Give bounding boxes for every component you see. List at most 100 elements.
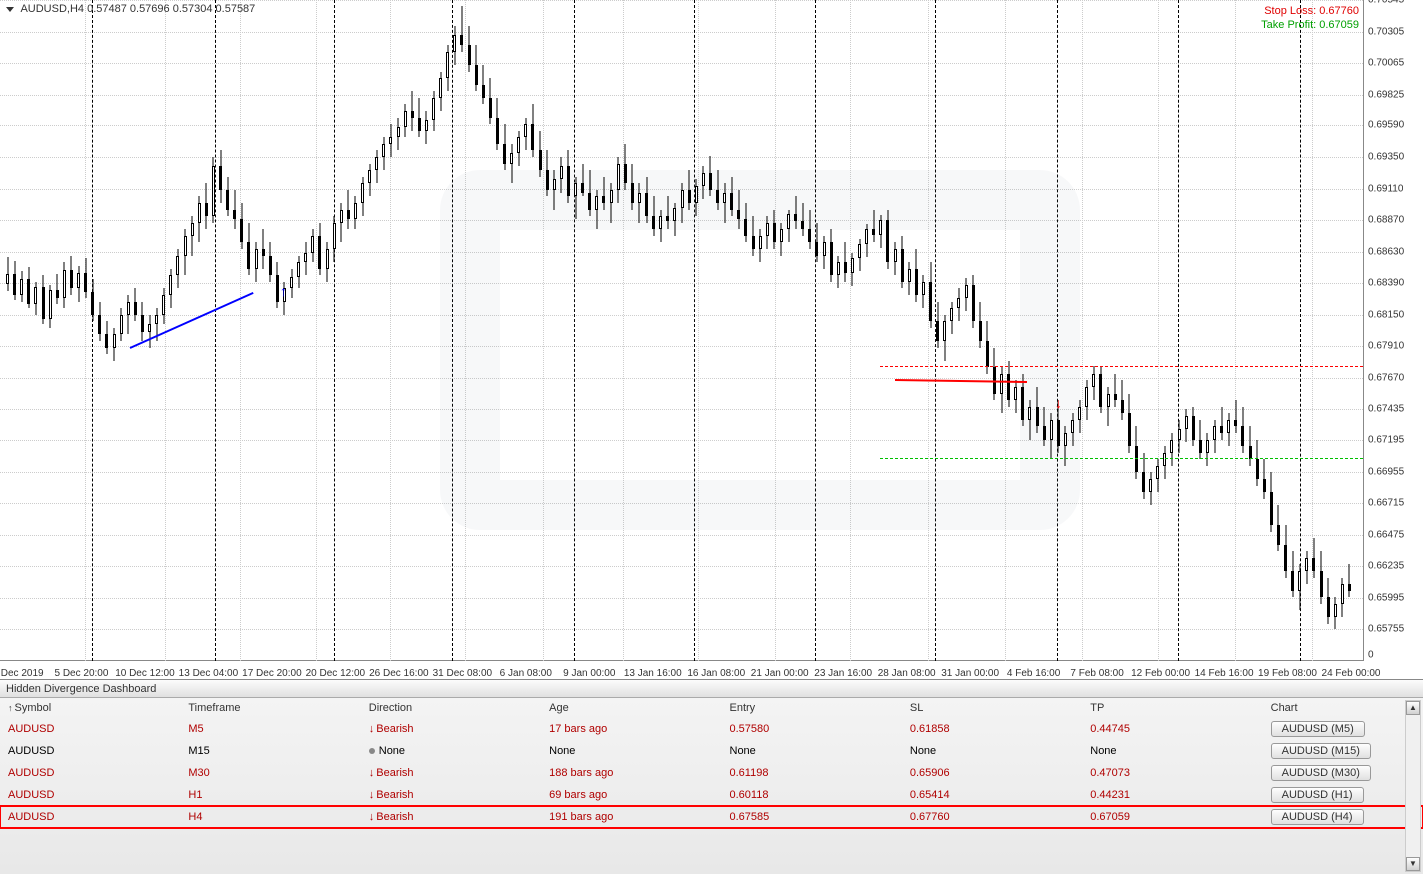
x-axis-label: 9 Jan 00:00: [563, 668, 615, 679]
column-header[interactable]: Entry: [730, 702, 756, 714]
cell: 69 bars ago: [541, 784, 721, 806]
y-axis-label: 0.65995: [1368, 592, 1404, 603]
period-separator: [1300, 0, 1301, 661]
bullet-icon: [369, 748, 375, 754]
cell: 0.47073: [1082, 762, 1262, 784]
cell: AUDUSD: [0, 740, 180, 762]
dashboard-title: Hidden Divergence Dashboard: [0, 680, 1423, 698]
x-axis-label: 12 Feb 00:00: [1131, 668, 1190, 679]
direction-text: Bearish: [376, 767, 413, 779]
period-separator: [1178, 0, 1179, 661]
cell: M5: [180, 718, 360, 740]
table-row[interactable]: AUDUSDM5↓Bearish17 bars ago0.575800.6185…: [0, 718, 1423, 740]
y-axis-label: 0.68870: [1368, 215, 1404, 226]
open-chart-button[interactable]: AUDUSD (M15): [1271, 743, 1371, 759]
direction-text: Bearish: [376, 811, 413, 823]
y-axis-label: 0.70065: [1368, 58, 1404, 69]
x-axis-label: 31 Dec 08:00: [433, 668, 493, 679]
open-chart-button[interactable]: AUDUSD (H4): [1271, 809, 1364, 825]
table-row[interactable]: AUDUSDH4↓Bearish191 bars ago0.675850.677…: [0, 806, 1423, 828]
cell: 0.61858: [902, 718, 1082, 740]
x-axis-label: 20 Dec 12:00: [306, 668, 366, 679]
period-separator: [92, 0, 93, 661]
table-row[interactable]: AUDUSDH1↓Bearish69 bars ago0.601180.6541…: [0, 784, 1423, 806]
cell: 0.67585: [722, 806, 902, 828]
cell: 0.67760: [902, 806, 1082, 828]
column-header[interactable]: Timeframe: [188, 702, 240, 714]
dashboard-scrollbar[interactable]: ▲ ▼: [1405, 700, 1421, 872]
x-axis-label: 13 Jan 16:00: [624, 668, 682, 679]
y-axis-label: 0.69110: [1368, 183, 1403, 194]
table-row[interactable]: AUDUSDM15NoneNoneNoneNoneNoneAUDUSD (M15…: [0, 740, 1423, 762]
y-axis-label: 0: [1368, 650, 1374, 661]
x-axis-label: 13 Dec 04:00: [179, 668, 239, 679]
y-axis-label: 0.66475: [1368, 529, 1404, 540]
column-header[interactable]: SL: [910, 702, 923, 714]
column-header[interactable]: TP: [1090, 702, 1104, 714]
tp-line: [880, 458, 1363, 459]
x-axis-label: 26 Dec 16:00: [369, 668, 429, 679]
sort-arrow-icon[interactable]: ↑: [8, 703, 13, 713]
scroll-down-button[interactable]: ▼: [1406, 857, 1420, 871]
x-axis-label: 7 Feb 08:00: [1070, 668, 1123, 679]
column-header[interactable]: Age: [549, 702, 569, 714]
cell: H1: [180, 784, 360, 806]
y-axis-label: 0.66955: [1368, 466, 1404, 477]
cell: AUDUSD: [0, 762, 180, 784]
x-axis-label: 16 Jan 08:00: [687, 668, 745, 679]
column-header[interactable]: Chart: [1271, 702, 1298, 714]
cell: H4: [180, 806, 360, 828]
y-axis: 0.705450.703050.700650.698250.695900.693…: [1363, 0, 1423, 661]
column-header[interactable]: Direction: [369, 702, 412, 714]
column-header[interactable]: Symbol: [15, 702, 52, 714]
cell: 17 bars ago: [541, 718, 721, 740]
cell: 0.44745: [1082, 718, 1262, 740]
cell: 0.44231: [1082, 784, 1262, 806]
x-axis-label: 19 Feb 08:00: [1258, 668, 1317, 679]
open-chart-button[interactable]: AUDUSD (M5): [1271, 721, 1365, 737]
x-axis-label: 10 Dec 12:00: [115, 668, 175, 679]
sl-line: [880, 366, 1363, 367]
y-axis-label: 0.68390: [1368, 278, 1404, 289]
y-axis-label: 0.68150: [1368, 309, 1404, 320]
cell: 0.60118: [722, 784, 902, 806]
direction-text: Bearish: [376, 723, 413, 735]
y-axis-label: 0.70545: [1368, 0, 1404, 6]
chart-title-text: AUDUSD,H4 0.57487 0.57696 0.57304 0.5758…: [20, 3, 255, 15]
chart-area[interactable]: AUDUSD,H4 0.57487 0.57696 0.57304 0.5758…: [0, 0, 1423, 661]
y-axis-label: 0.67195: [1368, 435, 1404, 446]
down-arrow-icon: ↓: [369, 789, 375, 801]
cell: M15: [180, 740, 360, 762]
table-row[interactable]: AUDUSDM30↓Bearish188 bars ago0.611980.65…: [0, 762, 1423, 784]
chart-menu-icon[interactable]: [6, 7, 14, 12]
cell: None: [902, 740, 1082, 762]
arrow-down-icon: ↓: [1055, 395, 1062, 411]
arrow-up-icon: ↑: [280, 283, 287, 299]
cell: 191 bars ago: [541, 806, 721, 828]
direction-text: None: [379, 745, 405, 757]
x-axis: 3 Dec 20195 Dec 20:0010 Dec 12:0013 Dec …: [0, 661, 1423, 679]
cell: 0.65906: [902, 762, 1082, 784]
direction-text: Bearish: [376, 789, 413, 801]
down-arrow-icon: ↓: [369, 811, 375, 823]
open-chart-button[interactable]: AUDUSD (M30): [1271, 765, 1371, 781]
x-axis-label: 3 Dec 2019: [0, 668, 44, 679]
table-header-row: ↑Symbol Timeframe Direction Age Entry SL TP Cha…: [0, 698, 1423, 718]
cell: 188 bars ago: [541, 762, 721, 784]
down-arrow-icon: ↓: [369, 723, 375, 735]
divergence-dashboard: Hidden Divergence Dashboard ↑Symbol Timef…: [0, 679, 1423, 874]
open-chart-button[interactable]: AUDUSD (H1): [1271, 787, 1364, 803]
cell: None: [722, 740, 902, 762]
cell: 0.67059: [1082, 806, 1262, 828]
stop-loss-label: Stop Loss: 0.67760: [1264, 5, 1359, 17]
y-axis-label: 0.68630: [1368, 246, 1404, 257]
cell: M30: [180, 762, 360, 784]
y-axis-label: 0.66235: [1368, 561, 1404, 572]
y-axis-label: 0.65755: [1368, 624, 1404, 635]
down-arrow-icon: ↓: [369, 767, 375, 779]
cell: 0.57580: [722, 718, 902, 740]
dashboard-table: ↑Symbol Timeframe Direction Age Entry SL TP Cha…: [0, 698, 1423, 828]
y-axis-label: 0.66715: [1368, 498, 1404, 509]
scroll-up-button[interactable]: ▲: [1406, 701, 1420, 715]
x-axis-label: 28 Jan 08:00: [878, 668, 936, 679]
